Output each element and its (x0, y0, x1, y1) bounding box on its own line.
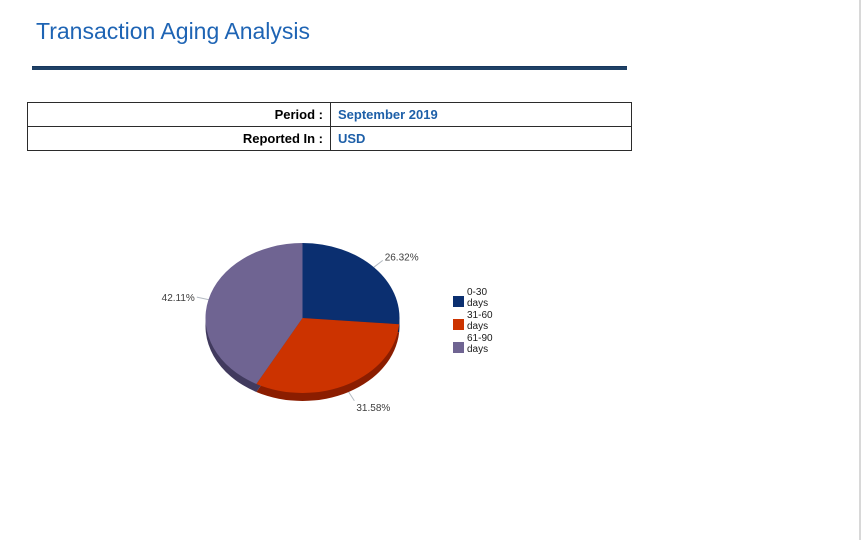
aging-pie-chart: 26.32% 31.58% 42.11% (162, 243, 419, 414)
pie-percent-label: 26.32% (385, 252, 419, 263)
period-label: Period : (27, 102, 331, 127)
right-edge-divider (859, 0, 861, 540)
legend-item: 31-60 days (453, 310, 493, 332)
legend-item: 0-30 days (453, 287, 493, 309)
legend-swatch (453, 319, 464, 330)
report-parameters-table: Period : September 2019 Reported In : US… (27, 102, 632, 151)
legend-range: 31-60 (467, 310, 493, 321)
title-rule (32, 66, 627, 70)
legend-unit: days (467, 321, 489, 332)
reported-in-label: Reported In : (27, 126, 331, 151)
pie-percent-label: 31.58% (356, 403, 390, 414)
period-value: September 2019 (330, 102, 632, 127)
legend-unit: days (467, 344, 489, 355)
reported-in-value: USD (330, 126, 632, 151)
pie-percent-label: 42.11% (162, 293, 195, 304)
legend-swatch (453, 296, 464, 307)
legend-range: 0-30 (467, 287, 488, 298)
legend-item: 61-90 days (453, 333, 493, 355)
page-title: Transaction Aging Analysis (36, 18, 311, 44)
chart-legend: 0-30 days 31-60 days 61-90 days (453, 287, 493, 356)
table-row: Period : September 2019 (27, 102, 632, 127)
table-row: Reported In : USD (27, 126, 632, 151)
legend-swatch (453, 342, 464, 353)
legend-range: 61-90 (467, 333, 493, 344)
legend-unit: days (467, 298, 489, 309)
